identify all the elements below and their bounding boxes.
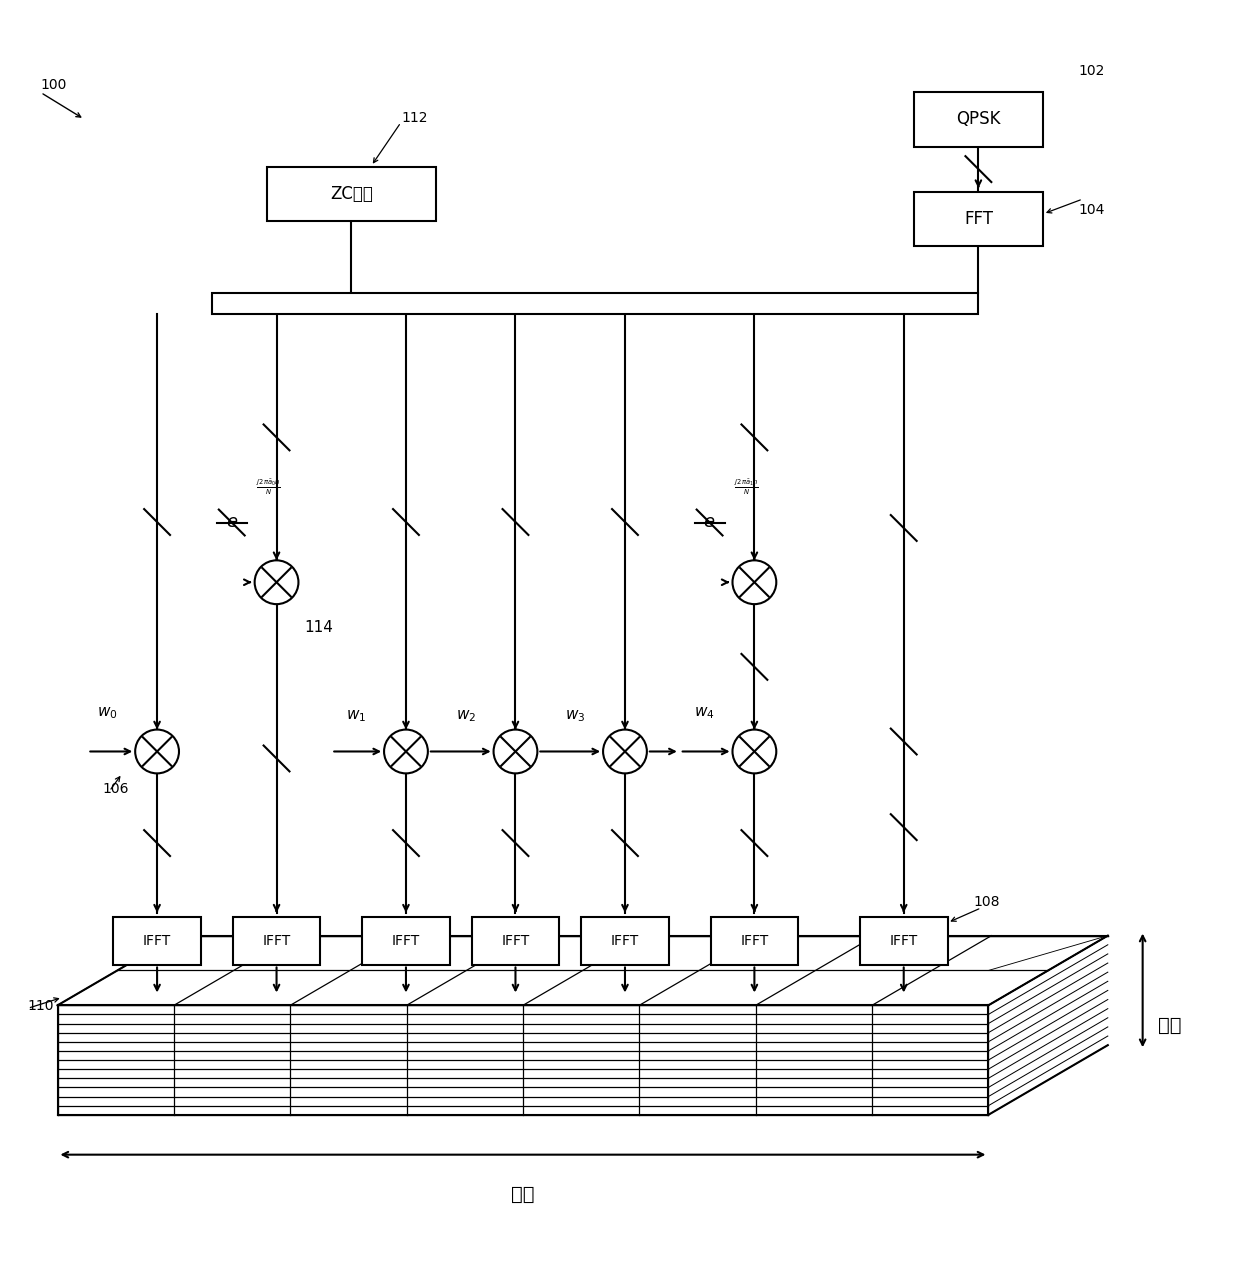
Text: IFFT: IFFT <box>611 934 639 948</box>
Text: IFFT: IFFT <box>392 934 420 948</box>
Circle shape <box>494 730 537 773</box>
Text: $\frac{j2\pi\bar{a}_0 n}{N}$: $\frac{j2\pi\bar{a}_0 n}{N}$ <box>257 477 281 496</box>
FancyBboxPatch shape <box>362 917 450 964</box>
Text: IFFT: IFFT <box>889 934 918 948</box>
Text: $w_3$: $w_3$ <box>565 709 585 724</box>
Text: IFFT: IFFT <box>740 934 769 948</box>
Circle shape <box>733 730 776 773</box>
Circle shape <box>733 561 776 604</box>
FancyBboxPatch shape <box>914 92 1043 146</box>
Text: $e$: $e$ <box>226 514 238 532</box>
Text: 102: 102 <box>1078 64 1105 78</box>
Text: IFFT: IFFT <box>143 934 171 948</box>
Circle shape <box>603 730 647 773</box>
FancyBboxPatch shape <box>233 917 320 964</box>
Text: $w_1$: $w_1$ <box>346 709 366 724</box>
Text: ZC序列: ZC序列 <box>330 184 373 204</box>
FancyBboxPatch shape <box>113 917 201 964</box>
Text: 110: 110 <box>27 1000 55 1014</box>
Text: $w_2$: $w_2$ <box>455 709 476 724</box>
FancyBboxPatch shape <box>471 917 559 964</box>
Text: FFT: FFT <box>963 210 993 228</box>
Text: 106: 106 <box>103 782 129 796</box>
Text: 时隙: 时隙 <box>511 1184 534 1203</box>
Text: IFFT: IFFT <box>263 934 290 948</box>
Text: $\frac{j2\pi\bar{a}_1 n}{N}$: $\frac{j2\pi\bar{a}_1 n}{N}$ <box>734 477 759 496</box>
Text: 100: 100 <box>41 79 67 93</box>
Text: 108: 108 <box>973 894 999 908</box>
FancyBboxPatch shape <box>212 293 978 314</box>
Circle shape <box>135 730 179 773</box>
Circle shape <box>254 561 299 604</box>
Text: QPSK: QPSK <box>956 111 1001 128</box>
Text: $w_4$: $w_4$ <box>694 706 715 721</box>
Text: $e$: $e$ <box>703 514 715 532</box>
FancyBboxPatch shape <box>859 917 947 964</box>
Text: $w_0$: $w_0$ <box>97 706 118 721</box>
FancyBboxPatch shape <box>582 917 668 964</box>
Text: 114: 114 <box>305 619 334 635</box>
Text: 带宽: 带宽 <box>1158 1016 1180 1034</box>
Text: 104: 104 <box>1078 204 1105 218</box>
FancyBboxPatch shape <box>267 167 435 221</box>
FancyBboxPatch shape <box>914 192 1043 247</box>
FancyBboxPatch shape <box>711 917 799 964</box>
Text: IFFT: IFFT <box>501 934 529 948</box>
Circle shape <box>384 730 428 773</box>
Text: 112: 112 <box>401 112 428 126</box>
